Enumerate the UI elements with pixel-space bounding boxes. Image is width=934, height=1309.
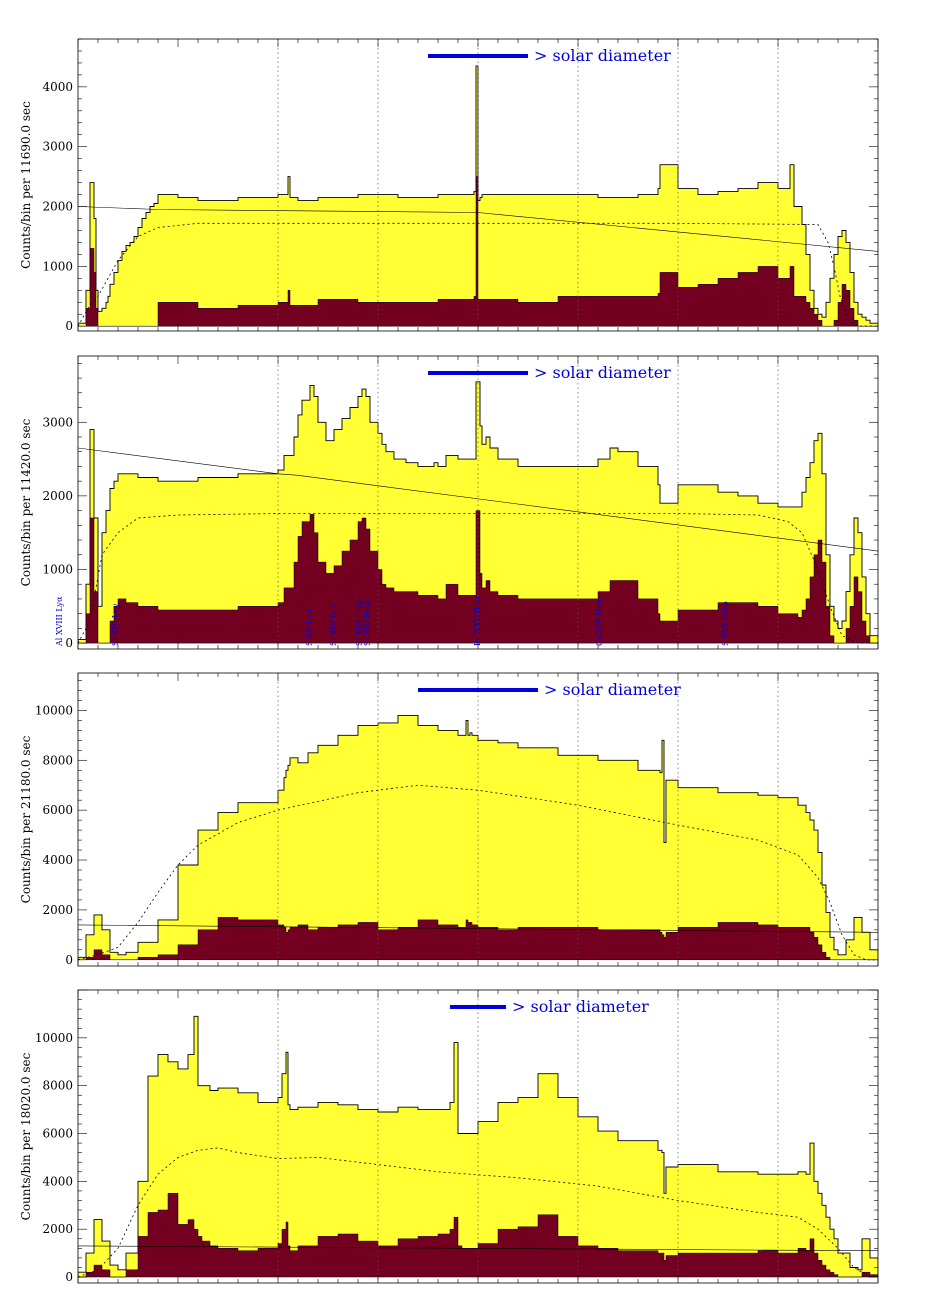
line-label: Si XIV Lyβ [329,604,338,646]
y-tick-label: 8000 [42,753,73,767]
model-curve [78,1147,878,1278]
y-tick-label: 2000 [42,200,73,214]
y-tick-label: 3000 [42,415,73,429]
panel-2: 0 1000 2000 3000 Counts/bin per 11420.0 sec >… [19,355,879,650]
panel-1: 0 1000 2000 3000 4000 Counts/bin per 11690.0 … [19,38,879,333]
series-total-outline [78,381,878,644]
plot-area [78,356,878,649]
y-tick-label: 3000 [42,140,73,154]
y-tick-label: 2000 [42,489,73,503]
plot-area [78,39,878,331]
line-label: S XV Lyα [305,608,314,646]
y-tick-label: 10000 [35,703,73,717]
y-tick-label: 2000 [42,1222,73,1236]
line-label: Si XIV Lyγ [111,604,120,646]
plot-area [78,673,878,966]
plot-area [78,990,878,1283]
y-axis-label: Counts/bin per 11690.0 sec [19,101,33,269]
y-tick-label: 1000 [42,562,73,576]
background-line [78,447,878,552]
legend-text: > solar diameter [534,46,671,65]
y-tick-label: 4000 [42,80,73,94]
line-label: Al XVIII Lyα [55,596,64,647]
y-tick-label: 2000 [42,903,73,917]
y-tick-label: 0 [65,1270,73,1284]
y-tick-label: 0 [65,636,73,650]
y-axis-label: Counts/bin per 21180.0 sec [19,735,33,903]
model-curve [78,784,878,961]
legend-text: > solar diameter [534,363,671,382]
line-label: Si XIII Heα [363,600,372,646]
background-line [78,206,878,252]
y-tick-label: 4000 [42,853,73,867]
model-curve [78,513,878,644]
legend-text: > solar diameter [512,997,649,1016]
y-tick-label: 10000 [35,1031,73,1045]
y-tick-label: 6000 [42,1127,73,1141]
y-tick-label: 0 [65,319,73,333]
panel-3: 0 2000 4000 6000 8000 10000 Counts/bin per 211… [19,672,879,967]
y-tick-label: 0 [65,953,73,967]
line-label: Fe XXV Heα [473,596,482,646]
background-line [78,924,878,933]
y-tick-label: 8000 [42,1079,73,1093]
model-curve [78,222,878,327]
series-total-outline [78,65,878,327]
y-axis-label: Counts/bin per 11420.0 sec [19,418,33,586]
legend-text: > solar diameter [544,680,681,699]
y-tick-label: 6000 [42,803,73,817]
series-total-outline [78,714,878,960]
line-label: Ca XIX Heα [595,598,604,646]
y-axis-label: Counts/bin per 18020.0 sec [19,1052,33,1220]
line-label: S XVI 1s3p [721,601,730,646]
background-line [78,1245,878,1251]
series-total-outline [78,1015,878,1277]
y-tick-label: 4000 [42,1174,73,1188]
line-label: Si XIII 1s3p [355,598,364,646]
y-tick-label: 1000 [42,259,73,273]
